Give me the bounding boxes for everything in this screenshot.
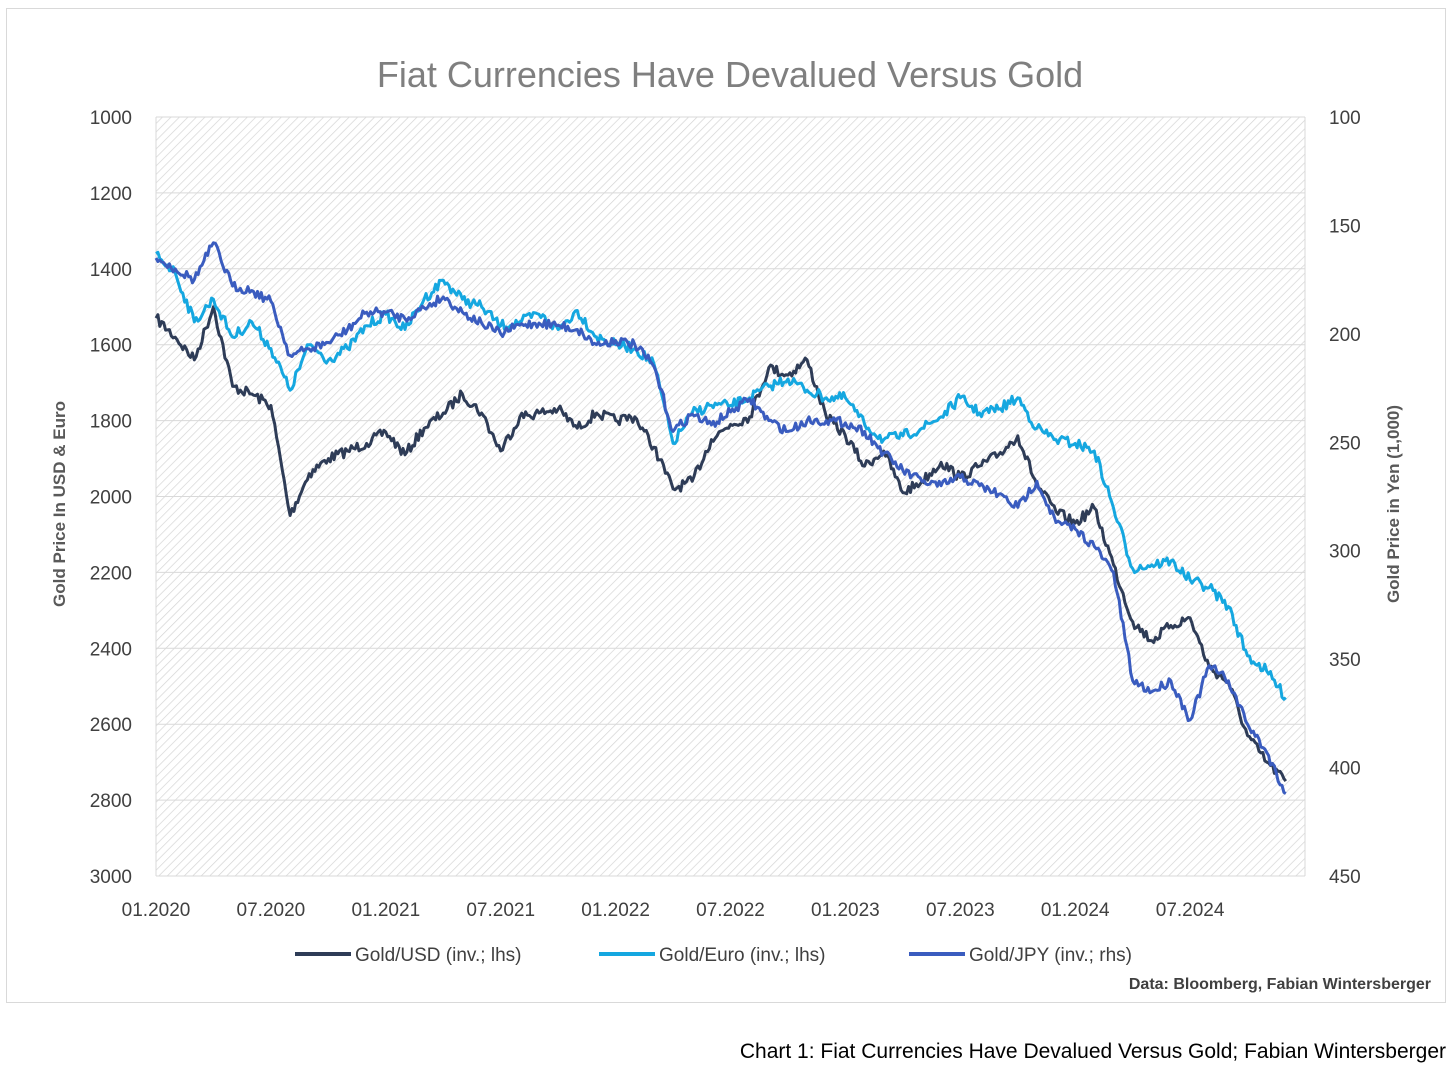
left-tick-label: 1600 bbox=[90, 336, 132, 357]
right-tick-label: 300 bbox=[1329, 542, 1361, 563]
left-tick-label: 2200 bbox=[90, 563, 132, 584]
x-tick-label: 07.2021 bbox=[466, 900, 535, 921]
right-tick-label: 100 bbox=[1329, 108, 1361, 129]
left-tick-label: 1000 bbox=[90, 108, 132, 129]
series-line-2 bbox=[154, 241, 1287, 795]
series-lines bbox=[154, 241, 1287, 795]
x-tick-label: 01.2024 bbox=[1041, 900, 1110, 921]
legend-label: Gold/JPY (inv.; rhs) bbox=[969, 945, 1132, 966]
figure-caption: Chart 1: Fiat Currencies Have Devalued V… bbox=[739, 1040, 1446, 1063]
chart-frame: Fiat Currencies Have Devalued Versus Gol… bbox=[6, 8, 1446, 1003]
x-tick-label: 07.2023 bbox=[926, 900, 995, 921]
x-tick-label: 07.2024 bbox=[1156, 900, 1225, 921]
x-tick-label: 01.2020 bbox=[122, 900, 191, 921]
x-tick-label: 01.2023 bbox=[811, 900, 880, 921]
right-tick-label: 450 bbox=[1329, 867, 1361, 888]
right-tick-label: 400 bbox=[1329, 759, 1361, 780]
left-axis-title: Gold Price In USD & Euro bbox=[50, 401, 69, 607]
x-tick-label: 07.2022 bbox=[696, 900, 765, 921]
right-tick-label: 200 bbox=[1329, 325, 1361, 346]
right-tick-label: 150 bbox=[1329, 216, 1361, 237]
series-line-0 bbox=[154, 305, 1287, 783]
legend: Gold/USD (inv.; lhs) Gold/Euro (inv.; lhs… bbox=[295, 945, 1132, 966]
x-tick-label: 01.2021 bbox=[351, 900, 420, 921]
legend-label: Gold/USD (inv.; lhs) bbox=[355, 945, 521, 966]
left-tick-label: 2600 bbox=[90, 715, 132, 736]
left-tick-label: 2400 bbox=[90, 639, 132, 660]
left-tick-label: 3000 bbox=[90, 867, 132, 888]
right-axis-title: Gold Price in Yen (1,000) bbox=[1384, 405, 1403, 603]
right-tick-label: 350 bbox=[1329, 650, 1361, 671]
right-tick-label: 250 bbox=[1329, 433, 1361, 454]
left-tick-label: 1400 bbox=[90, 260, 132, 281]
source-note: Data: Bloomberg, Fabian Wintersberger bbox=[1129, 976, 1431, 993]
grid-lines bbox=[155, 116, 1306, 877]
left-tick-label: 1200 bbox=[90, 184, 132, 205]
left-tick-label: 2000 bbox=[90, 488, 132, 509]
chart: Fiat Currencies Have Devalued Versus Gol… bbox=[50, 54, 1431, 993]
x-tick-label: 01.2022 bbox=[581, 900, 650, 921]
chart-title: Fiat Currencies Have Devalued Versus Gol… bbox=[377, 54, 1083, 95]
x-axis-ticks: 01.2020 07.2020 01.2021 07.2021 01.2022 07.20… bbox=[122, 900, 1225, 921]
right-axis-ticks: 100 150 200 250 300 350 400 450 bbox=[1329, 108, 1361, 888]
x-tick-label: 07.2020 bbox=[237, 900, 306, 921]
series-line-1 bbox=[155, 250, 1287, 701]
left-axis-ticks: 1000 1200 1400 1600 1800 2000 2200 2400 2600 2800… bbox=[90, 108, 132, 888]
left-tick-label: 2800 bbox=[90, 791, 132, 812]
legend-label: Gold/Euro (inv.; lhs) bbox=[659, 945, 825, 966]
left-tick-label: 1800 bbox=[90, 412, 132, 433]
